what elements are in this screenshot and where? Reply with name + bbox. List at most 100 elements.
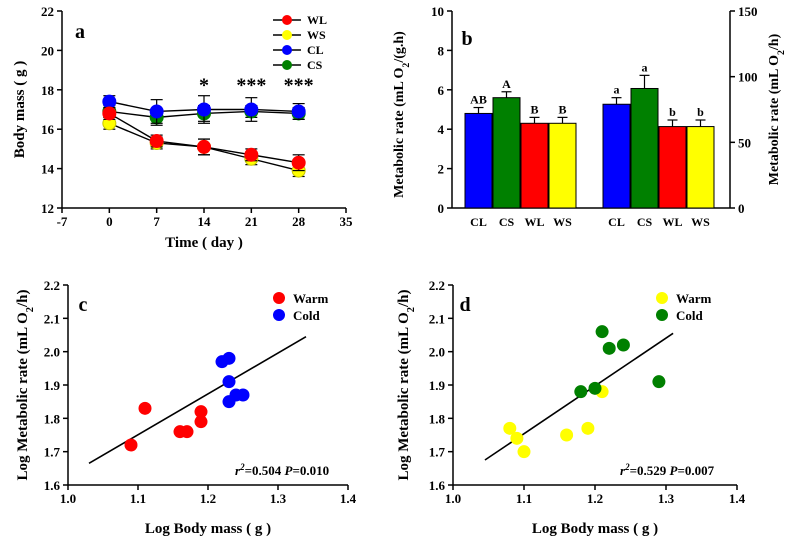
y-tick-label-c: 2.0 bbox=[44, 345, 60, 360]
x-tick-label-d: 1.2 bbox=[587, 491, 603, 506]
x-tick-label-a: -7 bbox=[57, 214, 68, 229]
data-point-cold bbox=[602, 341, 616, 355]
y-tick-label-c: 1.6 bbox=[44, 478, 61, 493]
data-point-warm bbox=[194, 415, 208, 429]
bar-WL bbox=[658, 126, 687, 209]
x-tick-label-a: 28 bbox=[292, 214, 306, 229]
x-tick-label-b: CL bbox=[608, 215, 625, 229]
y-tick-label-c: 1.8 bbox=[44, 411, 61, 426]
data-point-warm bbox=[510, 431, 524, 445]
data-point-warm bbox=[517, 445, 531, 459]
y-axis-label-a: Body mass ( g ) bbox=[12, 61, 28, 159]
y-tick-label-right-b: 100 bbox=[738, 70, 758, 85]
y-tick-label-d: 1.8 bbox=[429, 411, 446, 426]
y-tick-label-left-b: 0 bbox=[438, 201, 445, 216]
panel-a: 12 14 16 18 20 22 -7 0 7 14 21 28 35 Time ( day ) Body… bbox=[12, 4, 353, 251]
legend-label-warm: Warm bbox=[293, 291, 329, 306]
bar-CL bbox=[602, 103, 631, 209]
x-tick-label-c: 1.3 bbox=[270, 491, 287, 506]
x-tick-label-d: 1.0 bbox=[445, 491, 461, 506]
panel-label-d: d bbox=[459, 294, 470, 316]
significance-letter: B bbox=[558, 102, 566, 116]
y-tick-label-a: 12 bbox=[41, 201, 54, 216]
bar-CS bbox=[492, 97, 521, 209]
significance-marker: *** bbox=[284, 75, 314, 97]
data-point-CL bbox=[197, 102, 211, 117]
y-tick-label-c: 1.9 bbox=[44, 378, 61, 393]
x-tick-label-a: 7 bbox=[153, 214, 160, 229]
data-point-WL bbox=[102, 106, 117, 121]
significance-letter: A bbox=[502, 77, 511, 91]
data-point-warm bbox=[560, 428, 574, 442]
data-point-warm bbox=[503, 421, 517, 435]
x-tick-label-b: WL bbox=[524, 215, 544, 229]
x-axis-label-d: Log Body mass ( g ) bbox=[532, 521, 658, 537]
data-point-cold bbox=[222, 351, 236, 365]
panel-label-c: c bbox=[79, 294, 88, 316]
significance-letter: b bbox=[697, 105, 704, 119]
stat-text-c: r2=0.504 P=0.010 bbox=[235, 462, 329, 478]
legend-marker-CS bbox=[282, 60, 292, 70]
significance-letter: b bbox=[669, 105, 676, 119]
y-tick-label-d: 2.1 bbox=[429, 311, 445, 326]
data-point-WL bbox=[244, 147, 259, 162]
y-tick-label-c: 1.7 bbox=[44, 445, 61, 460]
panel-label-b: b bbox=[461, 28, 472, 50]
legend-marker-cold bbox=[656, 309, 668, 321]
significance-marker: *** bbox=[236, 75, 266, 97]
data-point-cold bbox=[236, 388, 250, 402]
y-tick-label-d: 1.6 bbox=[429, 478, 446, 493]
y-tick-label-d: 2.0 bbox=[429, 345, 445, 360]
x-tick-label-a: 0 bbox=[106, 214, 113, 229]
data-point-cold bbox=[616, 338, 630, 352]
x-tick-label-b: WS bbox=[691, 215, 710, 229]
x-tick-label-c: 1.0 bbox=[60, 491, 76, 506]
fit-line-c bbox=[88, 335, 307, 465]
legend-label-CS: CS bbox=[307, 58, 323, 72]
legend-label-warm: Warm bbox=[676, 291, 712, 306]
data-point-CL bbox=[102, 94, 117, 109]
x-tick-label-c: 1.1 bbox=[130, 491, 146, 506]
y-axis-label-c: Log Metabolic rate (mL O2/h) bbox=[15, 289, 36, 480]
x-tick-label-b: WS bbox=[553, 215, 572, 229]
y-tick-label-left-b: 4 bbox=[438, 122, 445, 137]
y-axis-label-left-b: Metabolic rate (mL O2/(g.h) bbox=[392, 31, 412, 198]
x-tick-label-a: 14 bbox=[198, 214, 212, 229]
x-tick-label-a: 21 bbox=[245, 214, 258, 229]
legend-marker-warm bbox=[273, 292, 285, 304]
x-tick-label-d: 1.3 bbox=[658, 491, 675, 506]
y-tick-label-right-b: 50 bbox=[738, 135, 751, 150]
legend-marker-WL bbox=[282, 15, 292, 25]
data-point-WL bbox=[197, 139, 211, 154]
y-tick-label-left-b: 10 bbox=[431, 4, 444, 19]
significance-letter: AB bbox=[470, 93, 487, 107]
bar-CL bbox=[464, 112, 493, 209]
x-axis-label-c: Log Body mass ( g ) bbox=[145, 521, 271, 537]
data-point-cold bbox=[588, 381, 602, 395]
data-point-warm bbox=[124, 438, 138, 452]
y-tick-label-left-b: 8 bbox=[438, 43, 445, 58]
y-tick-label-d: 2.2 bbox=[429, 278, 445, 293]
x-tick-label-b: WL bbox=[662, 215, 682, 229]
panel-label-a: a bbox=[75, 21, 85, 43]
bar-WS bbox=[686, 126, 715, 209]
data-point-cold bbox=[652, 375, 666, 389]
legend-label-WL: WL bbox=[307, 13, 327, 27]
y-tick-label-right-b: 150 bbox=[738, 4, 758, 19]
x-tick-label-b: CS bbox=[637, 215, 653, 229]
legend-label-CL: CL bbox=[307, 43, 324, 57]
bar-CS bbox=[630, 87, 659, 209]
stat-text-d: r2=0.529 P=0.007 bbox=[620, 462, 715, 478]
y-tick-label-left-b: 6 bbox=[438, 83, 445, 98]
y-tick-label-a: 14 bbox=[41, 162, 55, 177]
y-tick-label-a: 22 bbox=[41, 4, 54, 19]
legend-marker-cold bbox=[273, 309, 285, 321]
data-point-warm bbox=[138, 401, 152, 415]
significance-letter: a bbox=[614, 83, 620, 97]
y-tick-label-c: 2.1 bbox=[44, 311, 60, 326]
x-axis-label-a: Time ( day ) bbox=[165, 235, 243, 251]
data-point-cold bbox=[574, 385, 588, 399]
legend-label-cold: Cold bbox=[676, 308, 704, 323]
